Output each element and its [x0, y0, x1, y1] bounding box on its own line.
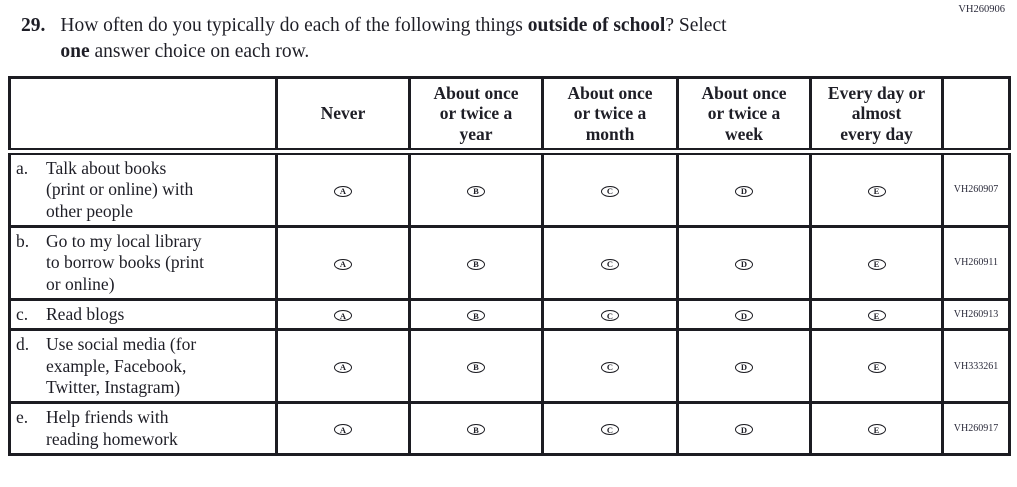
item-code: VH260917 [941, 401, 1011, 457]
option-bubble-c[interactable]: C [601, 258, 619, 270]
table-row-c: c. Read blogs A B C D E VH260913 [8, 297, 1011, 332]
column-header-blank [8, 76, 278, 155]
header-row: Never About once or twice a year About o… [8, 76, 1011, 155]
row-label: Use social media (for example, Facebook,… [46, 334, 197, 397]
question-text-part3: answer choice on each row. [89, 41, 310, 62]
column-header-code-blank [941, 76, 1011, 155]
option-bubble-d[interactable]: D [735, 310, 753, 322]
column-header-year: About once or twice a year [408, 76, 544, 155]
question-text-bold1: outside of school [527, 15, 666, 36]
option-bubble-e[interactable]: E [867, 310, 886, 322]
option-bubble-e[interactable]: E [867, 258, 886, 270]
column-header-everyday: Every day or almost every day [809, 76, 944, 155]
row-letter: b. [16, 230, 30, 251]
option-bubble-e[interactable]: E [867, 424, 886, 436]
row-label: Talk about books (print or online) with … [46, 157, 194, 221]
table-row-b: b. Go to my local library to borrow book… [8, 224, 1011, 301]
column-header-never: Never [275, 76, 411, 155]
row-letter: a. [16, 157, 29, 178]
row-letter: d. [16, 334, 30, 355]
question-number: 29. [21, 15, 46, 36]
item-code: VH260907 [941, 149, 1011, 228]
option-bubble-b[interactable]: B [467, 362, 485, 374]
response-matrix-table: Never About once or twice a year About o… [8, 76, 1011, 457]
column-header-week: About once or twice a week [676, 76, 812, 155]
option-bubble-c[interactable]: C [601, 424, 619, 436]
option-bubble-d[interactable]: D [735, 362, 753, 374]
row-letter: e. [16, 407, 29, 428]
question-text-part2: ? Select [665, 15, 727, 36]
page-item-code: VH260906 [958, 4, 1005, 15]
option-bubble-b[interactable]: B [467, 258, 485, 270]
option-bubble-c[interactable]: C [601, 185, 619, 197]
table-row-a: a. Talk about books (print or online) wi… [8, 149, 1011, 228]
question-text-part1: How often do you typically do each of th… [60, 15, 528, 36]
option-bubble-c[interactable]: C [601, 362, 619, 374]
table-row-d: d. Use social media (for example, Facebo… [8, 328, 1011, 405]
table-row-e: e. Help friends with reading homework A … [8, 401, 1011, 457]
option-bubble-b[interactable]: B [467, 185, 485, 197]
option-bubble-a[interactable]: A [334, 310, 352, 322]
option-bubble-a[interactable]: A [334, 185, 352, 197]
row-letter: c. [16, 303, 29, 324]
option-bubble-c[interactable]: C [601, 310, 619, 322]
option-bubble-d[interactable]: D [735, 185, 753, 197]
question-block: 29. How often do you typically do each o… [0, 0, 1017, 65]
item-code: VH333261 [941, 328, 1011, 405]
column-header-month: About once or twice a month [541, 76, 679, 155]
row-label: Help friends with reading homework [46, 407, 178, 449]
option-bubble-a[interactable]: A [334, 424, 352, 436]
row-label: Read blogs [46, 303, 125, 324]
option-bubble-e[interactable]: E [867, 362, 886, 374]
option-bubble-b[interactable]: B [467, 310, 485, 322]
row-label: Go to my local library to borrow books (… [46, 230, 204, 294]
option-bubble-d[interactable]: D [735, 424, 753, 436]
option-bubble-a[interactable]: A [334, 258, 352, 270]
item-code: VH260911 [941, 224, 1011, 301]
question-text-bold2: one [60, 41, 90, 62]
item-code: VH260913 [941, 297, 1011, 332]
option-bubble-b[interactable]: B [467, 424, 485, 436]
option-bubble-d[interactable]: D [735, 258, 753, 270]
option-bubble-e[interactable]: E [867, 185, 886, 197]
question-text: How often do you typically do each of th… [60, 13, 726, 65]
option-bubble-a[interactable]: A [334, 362, 352, 374]
